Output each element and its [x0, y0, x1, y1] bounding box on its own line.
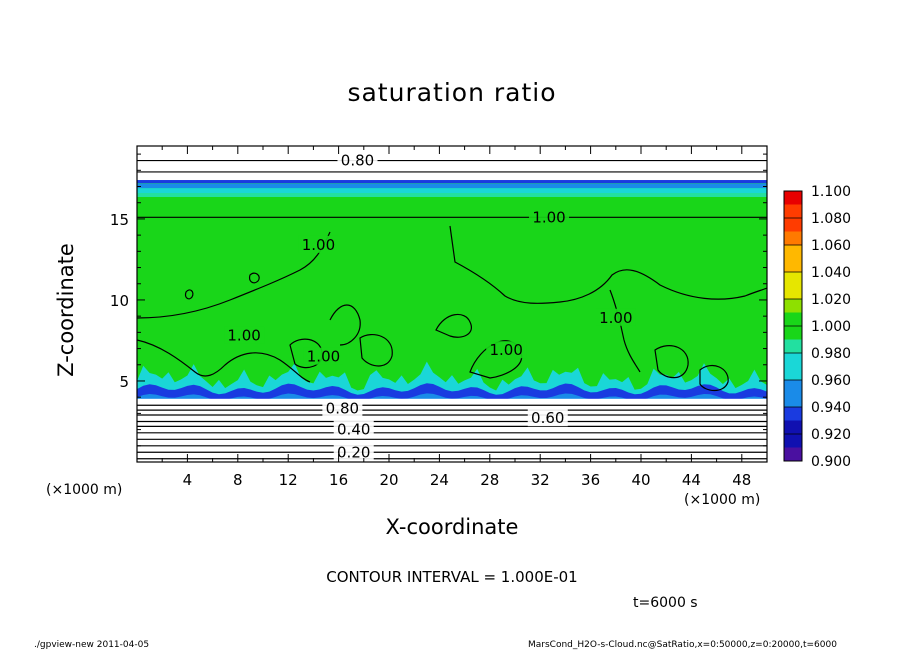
- colorbar-tick-label: 0.920: [811, 427, 851, 443]
- colorbar-segment: [784, 353, 802, 367]
- dry-layer: [137, 398, 767, 462]
- contour-label: 1.00: [307, 348, 340, 366]
- x-tick-label: 28: [480, 471, 499, 489]
- y-tick-label: 10: [110, 292, 129, 310]
- x-tick-label: 12: [279, 471, 298, 489]
- colorbar-tick-label: 1.060: [811, 238, 851, 254]
- contour-label: 0.20: [337, 443, 370, 461]
- x-tick-label: 20: [379, 471, 398, 489]
- x-axis-label: X-coordinate: [385, 515, 519, 539]
- colorbar-tick-label: 1.020: [811, 292, 851, 308]
- contour-line-curved: [654, 345, 689, 379]
- colorbar-tick-label: 1.040: [811, 265, 851, 281]
- colorbar-segment: [784, 285, 802, 300]
- top-band-dark: [137, 180, 767, 184]
- colorbar-segment: [784, 434, 802, 448]
- contour-label-bg: [595, 308, 636, 326]
- contour-line-curved: [137, 339, 311, 383]
- x-tick-label: 44: [682, 471, 701, 489]
- contour-label: 0.80: [341, 152, 374, 170]
- footer-left: ./gpview-new 2011-04-05: [34, 640, 150, 650]
- colorbar-segment: [784, 420, 802, 435]
- y-tick-label: 15: [110, 211, 129, 229]
- colorbar-segment: [784, 299, 802, 313]
- contour-label-bg: [527, 409, 568, 427]
- contour-line-curved: [359, 334, 393, 367]
- contour-label: 0.40: [337, 421, 370, 439]
- colorbar-tick-label: 1.000: [811, 319, 851, 335]
- colorbar-segment: [784, 258, 802, 273]
- top-band-light: [137, 188, 767, 194]
- colorbar-segment: [784, 366, 802, 381]
- x-tick-label: 48: [732, 471, 751, 489]
- colorbar-tick-label: 0.980: [811, 346, 851, 362]
- x-tick-label: 4: [183, 471, 193, 489]
- colorbar-segment: [784, 231, 802, 246]
- contour-label: 0.60: [531, 409, 564, 427]
- contour-label-bg: [333, 420, 374, 438]
- contour-label-bg: [486, 341, 527, 359]
- plot-frame: [136, 145, 768, 463]
- colorbar-segment: [784, 245, 802, 259]
- x-tick-label: 24: [430, 471, 449, 489]
- contour-interval-label: CONTOUR INTERVAL = 1.000E-01: [326, 568, 578, 586]
- contour-label-bg: [337, 151, 378, 169]
- colorbar-segment: [784, 326, 802, 340]
- contour-label-bg: [529, 208, 570, 226]
- contour-label: 1.00: [227, 327, 260, 345]
- contour-label-bg: [224, 326, 265, 344]
- x-unit-label-right: (×1000 m): [684, 492, 761, 508]
- contour-label-bg: [303, 347, 344, 365]
- contour-label: 1.00: [489, 341, 522, 359]
- contour-label-bg: [322, 399, 363, 417]
- x-tick-label: 36: [581, 471, 600, 489]
- contour-label: 0.80: [326, 400, 359, 418]
- colorbar-segment: [784, 272, 802, 286]
- x-tick-label: 16: [329, 471, 348, 489]
- colorbar-segment: [784, 407, 802, 421]
- time-label: t=6000 s: [633, 595, 698, 611]
- contour-line-curved: [449, 225, 767, 304]
- colorbar-tick-label: 0.960: [811, 373, 851, 389]
- colorbar-segment: [784, 380, 802, 394]
- footer-right: MarsCond_H2O-s-Cloud.nc@SatRatio,x=0:500…: [528, 640, 837, 650]
- contour-line-curved: [329, 304, 361, 346]
- x-tick-label: 32: [531, 471, 550, 489]
- colorbar-segment: [784, 447, 802, 462]
- contour-line-curved: [609, 289, 641, 373]
- y-tick-label: 5: [119, 373, 129, 391]
- colorbar-segment: [784, 204, 802, 219]
- colorbar-tick-label: 0.940: [811, 400, 851, 416]
- contour-label: 1.00: [532, 208, 565, 226]
- colorbar-segment: [784, 393, 802, 408]
- colorbar-segment: [784, 339, 802, 354]
- contour-line-curved: [249, 272, 260, 284]
- colorbar-tick-label: 0.900: [811, 454, 851, 470]
- contour-line-curved: [184, 289, 194, 300]
- plot-area: 0.80 1.00 1.00 1.00 1.00 1.00 1.00 0.80 0.60 0.40…: [137, 146, 767, 462]
- contour-line-curved: [435, 313, 472, 338]
- contour-label-bg: [298, 235, 339, 253]
- chart-title: saturation ratio: [347, 78, 557, 107]
- colorbar-segment: [784, 312, 802, 327]
- contour-label-bg: [333, 443, 374, 461]
- x-tick-label: 40: [631, 471, 650, 489]
- x-tick-label: 8: [233, 471, 243, 489]
- contour-label: 1.00: [599, 309, 632, 327]
- top-band-mid: [137, 183, 767, 189]
- colorbar-tick-label: 1.080: [811, 211, 851, 227]
- saturated-region: [137, 181, 767, 398]
- top-band-lighter: [137, 192, 767, 197]
- colorbar-segment: [784, 218, 802, 232]
- contour-line-curved: [699, 365, 729, 392]
- contour-label: 1.00: [302, 236, 335, 254]
- contour-line-curved: [137, 231, 331, 319]
- x-unit-label-left: (×1000 m): [46, 482, 123, 498]
- colorbar: 1.100 1.080 1.060 1.040 1.020 1.000 0.980 0.960…: [783, 184, 851, 470]
- colorbar-tick-label: 1.100: [811, 184, 851, 200]
- colorbar-segment: [784, 191, 802, 205]
